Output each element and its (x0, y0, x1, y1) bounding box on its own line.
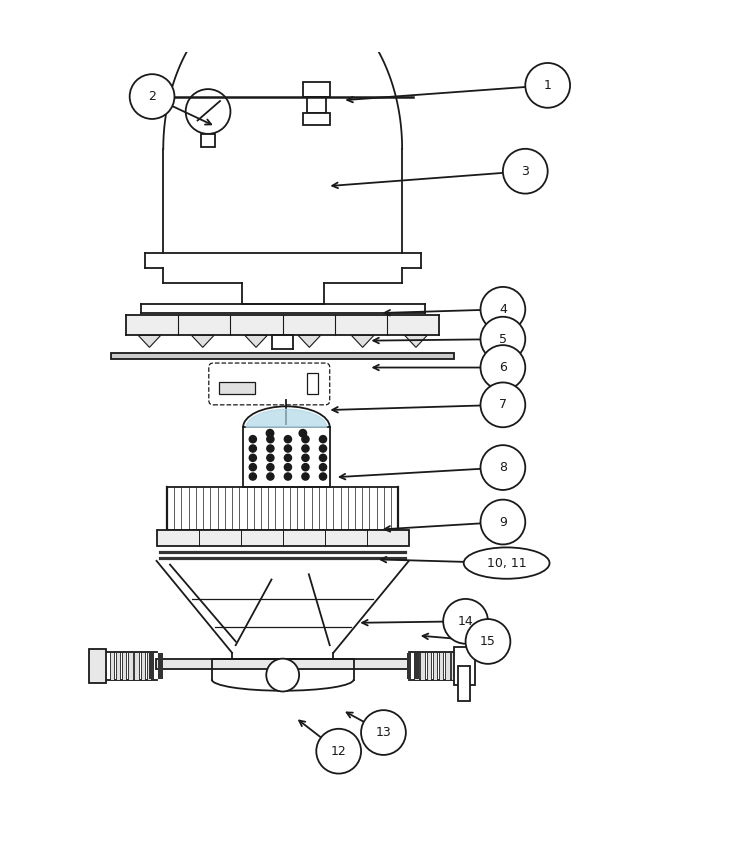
Text: 9: 9 (499, 516, 507, 529)
Circle shape (302, 445, 309, 452)
Circle shape (249, 445, 256, 452)
FancyBboxPatch shape (303, 82, 329, 97)
Bar (122, 652, 126, 680)
Circle shape (284, 473, 292, 480)
FancyBboxPatch shape (307, 97, 326, 113)
Bar (453, 648, 475, 685)
Bar (141, 652, 145, 680)
Text: 13: 13 (375, 726, 391, 739)
Text: 1: 1 (544, 79, 552, 92)
Bar (147, 652, 151, 680)
Circle shape (302, 435, 309, 443)
Polygon shape (138, 336, 161, 348)
Bar (458, 666, 470, 701)
Circle shape (302, 454, 309, 462)
Bar (445, 652, 450, 680)
Circle shape (266, 429, 274, 437)
Polygon shape (405, 336, 427, 348)
Text: 12: 12 (331, 745, 347, 757)
Circle shape (302, 473, 309, 480)
Circle shape (284, 435, 292, 443)
Polygon shape (298, 336, 320, 348)
Circle shape (249, 463, 256, 471)
Bar (110, 652, 114, 680)
Circle shape (267, 435, 274, 443)
Ellipse shape (464, 547, 550, 579)
FancyBboxPatch shape (202, 134, 215, 147)
Text: 2: 2 (148, 90, 156, 103)
Bar (111, 354, 454, 359)
Text: 5: 5 (499, 332, 507, 346)
Text: 15: 15 (480, 635, 496, 648)
Bar (135, 652, 139, 680)
Circle shape (317, 728, 361, 774)
Bar (128, 652, 132, 680)
Circle shape (320, 454, 326, 462)
Circle shape (249, 473, 256, 480)
Circle shape (129, 74, 174, 119)
Text: 14: 14 (458, 615, 474, 628)
Circle shape (299, 429, 307, 437)
Bar (89, 649, 106, 683)
Bar (116, 652, 120, 680)
Text: 10, 11: 10, 11 (487, 557, 526, 570)
Circle shape (443, 599, 488, 643)
Text: 6: 6 (499, 361, 507, 374)
Bar (420, 652, 425, 680)
Circle shape (481, 317, 526, 361)
Polygon shape (246, 410, 326, 428)
Circle shape (481, 500, 526, 545)
Circle shape (320, 473, 326, 480)
Circle shape (249, 454, 256, 462)
Polygon shape (351, 336, 374, 348)
Text: 4: 4 (499, 303, 507, 316)
Bar (426, 652, 431, 680)
Circle shape (267, 473, 274, 480)
Bar (414, 654, 419, 679)
Bar (126, 314, 439, 336)
Circle shape (266, 659, 299, 692)
Circle shape (267, 445, 274, 452)
Bar (439, 652, 444, 680)
Circle shape (267, 463, 274, 471)
Bar (414, 652, 419, 680)
Circle shape (465, 619, 511, 664)
Polygon shape (192, 336, 214, 348)
Bar (156, 659, 410, 669)
Bar (158, 654, 162, 679)
Circle shape (481, 287, 526, 332)
Circle shape (481, 345, 526, 390)
Circle shape (302, 463, 309, 471)
Circle shape (481, 445, 526, 490)
Circle shape (284, 463, 292, 471)
FancyBboxPatch shape (220, 382, 255, 394)
Circle shape (526, 63, 570, 108)
Circle shape (284, 445, 292, 452)
Bar (149, 654, 153, 679)
Circle shape (361, 710, 406, 755)
Text: 3: 3 (521, 165, 529, 178)
Polygon shape (245, 336, 267, 348)
Text: 8: 8 (499, 461, 507, 474)
Circle shape (284, 454, 292, 462)
Circle shape (186, 89, 230, 134)
Circle shape (320, 445, 326, 452)
Circle shape (249, 435, 256, 443)
Circle shape (267, 454, 274, 462)
Circle shape (503, 149, 547, 194)
Bar (451, 652, 456, 680)
Bar (407, 654, 411, 679)
Bar (432, 652, 437, 680)
Circle shape (320, 463, 326, 471)
FancyBboxPatch shape (303, 113, 329, 125)
FancyBboxPatch shape (308, 373, 318, 394)
Bar (156, 530, 409, 546)
Text: 7: 7 (499, 399, 507, 411)
Circle shape (320, 435, 326, 443)
Circle shape (481, 382, 526, 428)
